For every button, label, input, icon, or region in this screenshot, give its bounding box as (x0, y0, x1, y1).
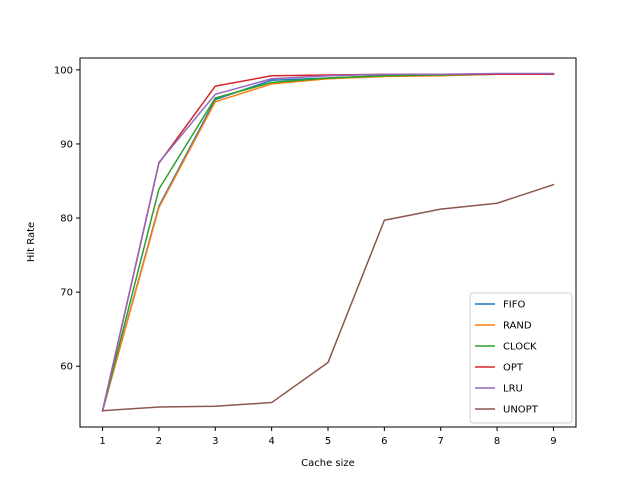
x-tick-label: 3 (212, 436, 218, 447)
series-line-unopt (101, 183, 555, 412)
x-tick-label: 1 (99, 436, 105, 447)
x-axis-title: Cache size (301, 458, 355, 469)
series-line-lru (101, 72, 555, 412)
x-tick-label: 2 (156, 436, 162, 447)
y-tick-label: 60 (60, 362, 73, 373)
legend: FIFO RAND CLOCK OPT LRU UNOPT (469, 292, 573, 424)
x-axis: 1 2 3 4 5 6 7 8 9 (99, 427, 557, 447)
y-tick-label: 70 (60, 288, 73, 299)
legend-label: UNOPT (503, 405, 539, 416)
y-tick-label: 80 (60, 214, 73, 225)
x-tick-label: 6 (381, 436, 387, 447)
x-tick-label: 8 (494, 436, 500, 447)
x-tick-label: 7 (438, 436, 444, 447)
y-tick-label: 100 (54, 65, 73, 76)
legend-label: LRU (503, 384, 523, 395)
legend-label: FIFO (503, 300, 525, 311)
legend-label: RAND (503, 321, 532, 332)
series-layer (101, 72, 555, 412)
y-axis-title: Hit Rate (26, 222, 37, 262)
y-tick-label: 90 (60, 139, 73, 150)
x-tick-label: 4 (268, 436, 274, 447)
x-tick-label: 9 (550, 436, 556, 447)
legend-label: OPT (503, 363, 524, 374)
legend-label: CLOCK (503, 342, 537, 353)
x-tick-label: 5 (325, 436, 331, 447)
y-axis: 60 70 80 90 100 (54, 65, 80, 373)
legend-box (469, 292, 573, 424)
